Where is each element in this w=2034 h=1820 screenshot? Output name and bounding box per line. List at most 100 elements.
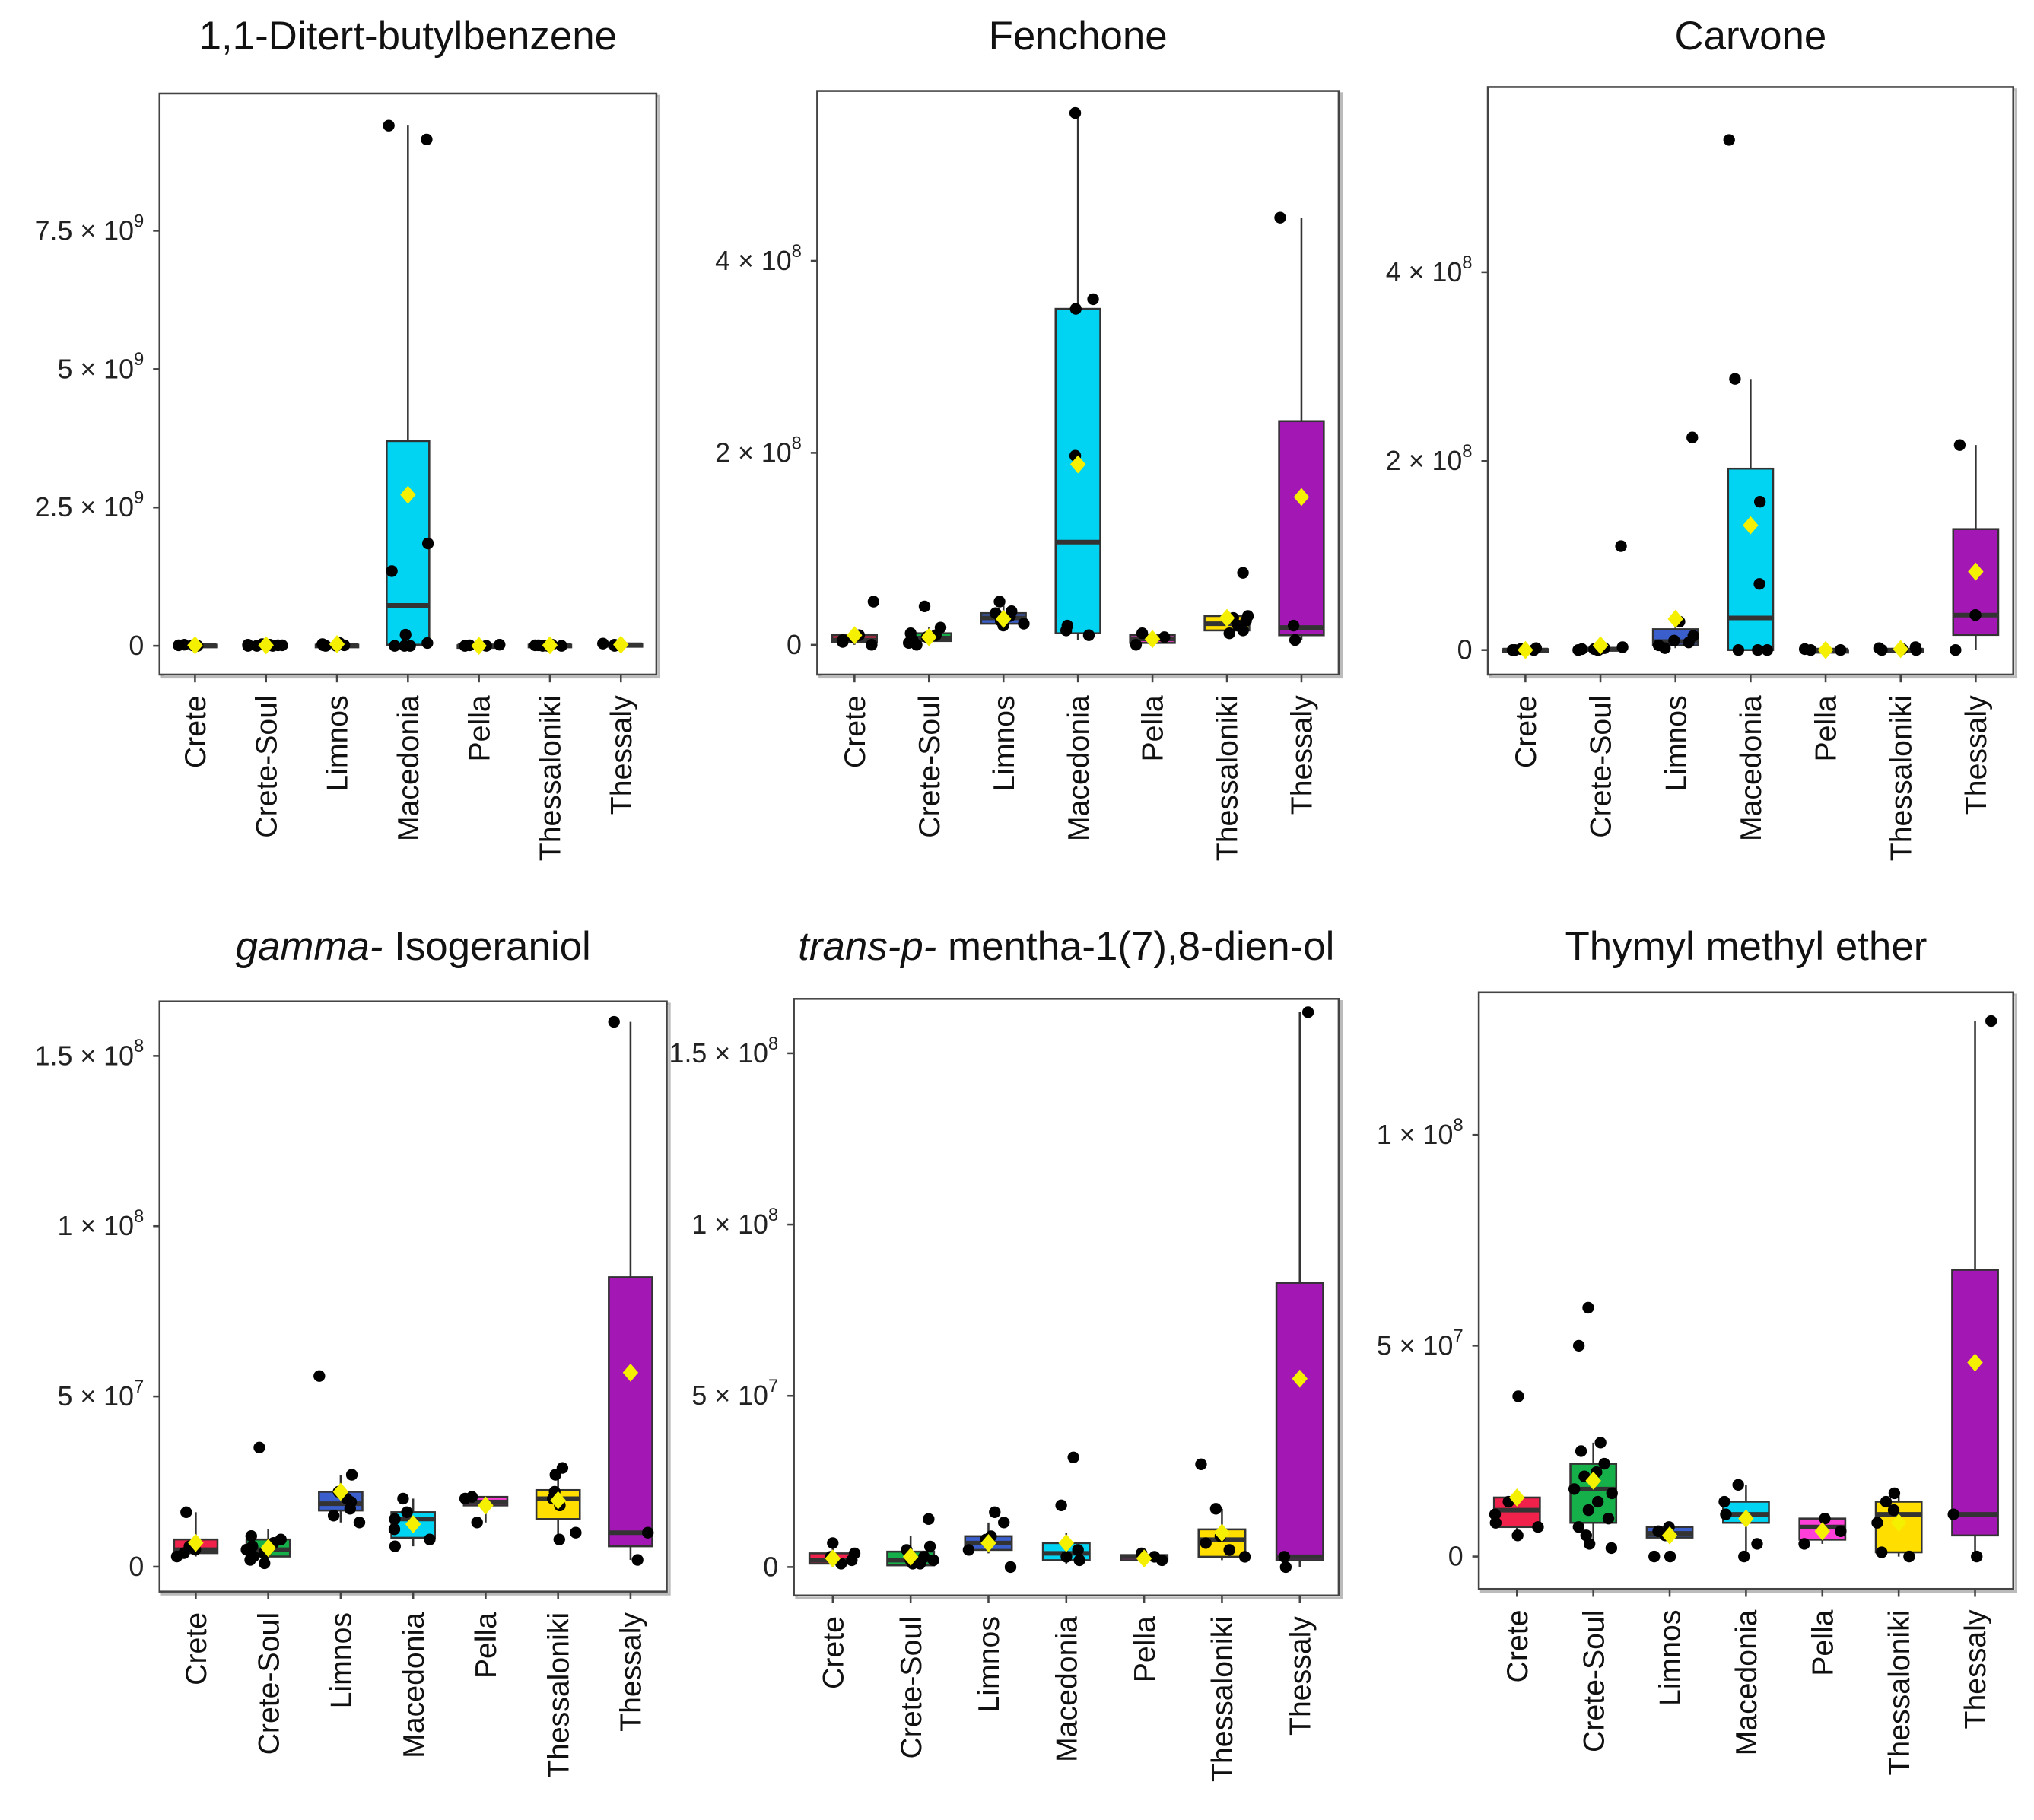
data-point <box>1910 644 1922 656</box>
mean-marker <box>329 635 345 653</box>
tick-mantissa: 5 × 10 <box>691 1380 768 1411</box>
data-point <box>1668 634 1680 646</box>
mean-marker <box>1293 488 1310 507</box>
data-point <box>1686 431 1699 443</box>
tick-exponent: 8 <box>792 241 802 262</box>
data-point <box>1729 373 1741 385</box>
x-tick-label: Limnos <box>1659 695 1692 791</box>
mean-marker <box>405 1515 421 1533</box>
data-point <box>903 637 915 649</box>
tick-exponent: 8 <box>134 1036 144 1056</box>
x-tick-label: Crete <box>816 1616 850 1689</box>
y-tick-label: 1.5 × 108 <box>669 1034 779 1069</box>
data-point <box>1969 609 1982 621</box>
data-point <box>389 640 401 652</box>
data-point <box>1568 1483 1581 1495</box>
tick-mantissa: 2.5 × 10 <box>35 492 134 522</box>
data-point <box>397 1492 409 1505</box>
data-point <box>1278 1551 1291 1563</box>
mean-marker <box>1661 1526 1678 1545</box>
title-text: Carvone <box>1674 14 1826 59</box>
data-point <box>1069 303 1082 315</box>
data-point <box>344 1503 356 1515</box>
tick-mantissa: 2 × 10 <box>1386 446 1463 476</box>
data-point <box>317 639 329 652</box>
data-point <box>1584 1538 1596 1550</box>
data-point <box>1575 1445 1587 1457</box>
mean-marker <box>1968 562 1984 581</box>
mean-marker <box>622 1363 639 1382</box>
data-point <box>1060 1551 1073 1563</box>
data-point <box>555 640 567 652</box>
x-tick-label: Thessaly <box>1959 1609 1992 1729</box>
data-point <box>848 1547 861 1560</box>
data-point <box>1223 627 1235 640</box>
title-italic: gamma- <box>236 924 383 969</box>
data-point <box>1720 1508 1732 1520</box>
tick-exponent: 7 <box>768 1376 778 1396</box>
tick-mantissa: 7.5 × 10 <box>35 215 134 246</box>
data-point <box>1687 630 1699 642</box>
mean-marker <box>902 1547 919 1566</box>
data-point <box>1751 1538 1763 1550</box>
data-point <box>327 1510 340 1522</box>
x-tick-label: Macedonia <box>397 1612 431 1758</box>
x-tick-label: Pella <box>1806 1609 1839 1675</box>
mean-marker <box>1069 455 1086 474</box>
plot-area <box>793 998 1340 1597</box>
data-point <box>421 537 434 550</box>
data-point <box>1732 1479 1744 1491</box>
x-tick-label: Crete-Soul <box>249 695 283 837</box>
data-point <box>1060 624 1073 637</box>
data-point <box>1723 134 1735 146</box>
mean-marker <box>1292 1369 1308 1388</box>
data-point <box>1018 618 1030 630</box>
tick-exponent: 8 <box>1453 1115 1463 1136</box>
data-point <box>178 1547 190 1559</box>
data-point <box>1594 1437 1607 1449</box>
data-point <box>1903 1550 1915 1563</box>
data-point <box>918 600 931 613</box>
tick-exponent: 8 <box>768 1205 778 1225</box>
y-tick-label: 1 × 108 <box>1377 1115 1464 1150</box>
data-point <box>245 1530 257 1542</box>
mean-marker <box>188 1533 204 1552</box>
y-tick-label: 2 × 108 <box>715 433 802 468</box>
title-italic: trans-p- <box>798 924 936 969</box>
tick-exponent: 9 <box>134 488 144 508</box>
x-tick-label: Pella <box>462 695 496 761</box>
data-point <box>1761 644 1773 656</box>
x-tick-label: Limnos <box>1654 1610 1687 1706</box>
data-point <box>383 119 395 132</box>
data-point <box>918 1551 930 1563</box>
y-tick-label: 7.5 × 109 <box>35 211 145 246</box>
data-point <box>989 1506 1001 1519</box>
tick-mantissa: 1.5 × 10 <box>669 1038 768 1069</box>
data-point <box>1274 211 1286 224</box>
data-point <box>180 1506 192 1519</box>
tick-mantissa: 0 <box>1448 1542 1464 1572</box>
tick-mantissa: 5 × 10 <box>1377 1330 1454 1361</box>
y-tick-label: 1 × 108 <box>57 1206 144 1241</box>
data-point <box>608 1015 620 1028</box>
data-point <box>904 627 917 640</box>
mean-marker <box>1219 608 1235 627</box>
tick-exponent: 7 <box>1453 1326 1463 1346</box>
x-tick-label: Thessaloniki <box>1211 695 1244 861</box>
x-tick-label: Limnos <box>321 695 354 791</box>
mean-marker <box>542 636 558 655</box>
data-point <box>1572 1521 1584 1533</box>
mean-marker <box>1585 1471 1601 1490</box>
data-point <box>923 1513 935 1526</box>
data-point <box>1871 1517 1883 1529</box>
tick-mantissa: 5 × 10 <box>57 354 134 384</box>
mean-marker <box>980 1533 996 1552</box>
panel-title: trans-p- mentha-1(7),8-dien-ol <box>798 924 1334 969</box>
mean-marker <box>1893 640 1908 659</box>
panel-title: Fenchone <box>989 14 1168 59</box>
data-point <box>1209 1503 1222 1515</box>
data-point <box>1576 643 1588 656</box>
x-tick-label: Thessaly <box>1959 695 1993 815</box>
x-tick-label: Crete <box>179 695 212 768</box>
